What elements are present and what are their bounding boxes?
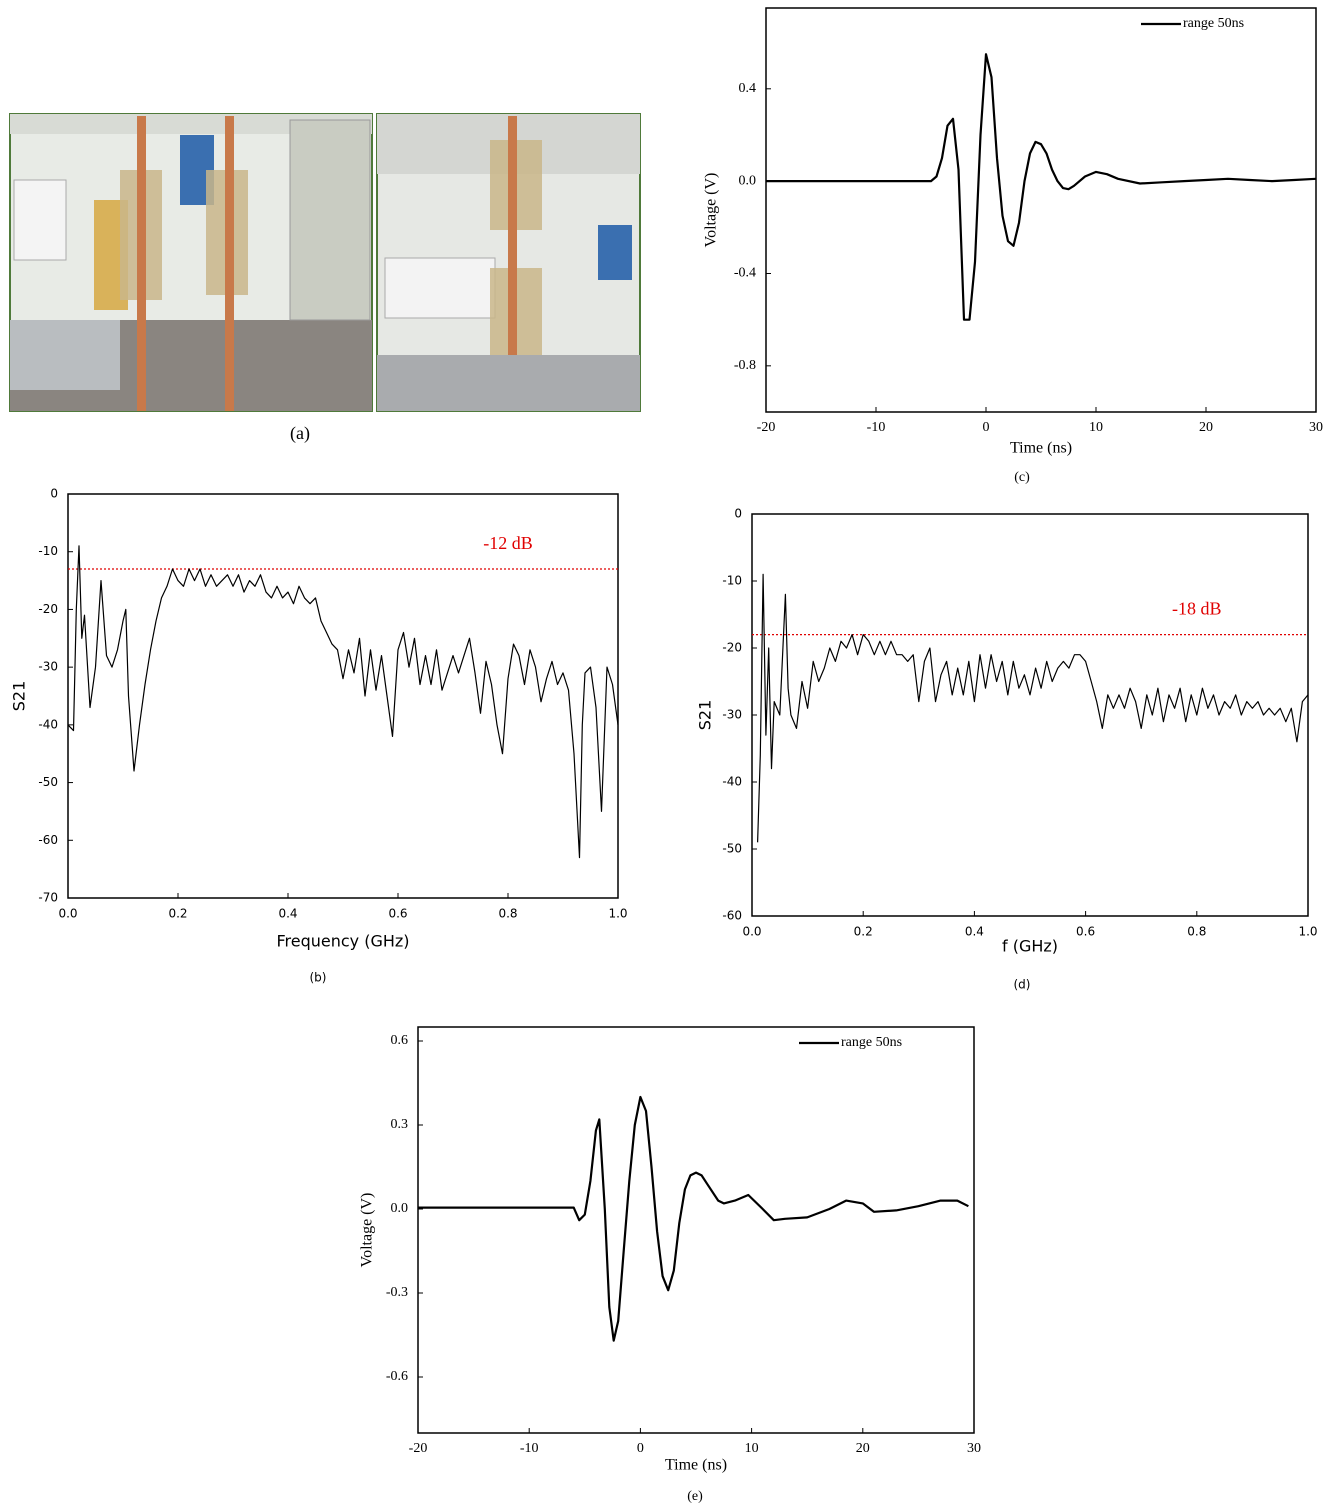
caption: (d) (1014, 978, 1031, 992)
x-tick-label: 0.6 (388, 907, 407, 921)
x-tick-label: -20 (757, 420, 776, 435)
figure: (a) 0.0 0.2 0.4 0.6 0.8 1.0 0 -10 -20 -30 -40 -50 -6… (0, 0, 1339, 1511)
y-tick-label: 0.4 (739, 81, 757, 96)
y-tick-label: -60 (38, 833, 58, 847)
chart: -20 -10 0 10 20 30 0.4 0.0 -0.4 -0.8 Time (ns) Volt… (703, 8, 1323, 485)
y-tick-label: -20 (38, 602, 58, 616)
x-tick-label: 0.0 (58, 907, 77, 921)
y-tick-label: -40 (722, 775, 742, 789)
caption: (e) (687, 1489, 703, 1504)
x-tick-label: 0.6 (1076, 925, 1095, 939)
x-tick-label: 0.0 (742, 925, 761, 939)
x-tick-label: 30 (967, 1441, 981, 1456)
data-line (766, 54, 1316, 320)
x-axis-label: f (GHz) (1002, 937, 1058, 956)
x-tick-label: 0 (983, 420, 990, 435)
chart: 0.0 0.2 0.4 0.6 0.8 1.0 0 -10 -20 -30 -40 -50 -60 f (… (696, 507, 1318, 992)
data-line (418, 1097, 968, 1341)
y-tick-label: -0.4 (734, 266, 756, 281)
photo: (a) (10, 114, 640, 444)
x-tick-label: 0.4 (278, 907, 297, 921)
x-axis-label: Time (ns) (1010, 440, 1072, 457)
y-tick-label: -10 (38, 544, 58, 558)
y-tick-label: -0.3 (386, 1285, 408, 1300)
chart: -20 -10 0 10 20 30 0.6 0.3 0.0 -0.3 -0.6 Time (ns) V… (359, 1027, 981, 1504)
x-tick-label: 10 (1089, 420, 1103, 435)
y-tick-label: 0.0 (739, 173, 757, 188)
data-line (68, 546, 618, 858)
plot-frame (418, 1027, 974, 1433)
plot-frame (68, 494, 618, 898)
y-tick-label: 0.6 (391, 1033, 409, 1048)
y-axis-label: Voltage (V) (359, 1193, 376, 1268)
y-tick-label: -20 (722, 641, 742, 655)
y-axis-label: S21 (10, 681, 29, 712)
plot-frame (766, 8, 1316, 412)
x-tick-label: 20 (1199, 420, 1213, 435)
x-tick-label: 0.4 (965, 925, 984, 939)
x-tick-label: 1.0 (608, 907, 627, 921)
caption: (b) (310, 971, 327, 985)
y-tick-label: -70 (38, 891, 58, 905)
y-tick-label: 0 (50, 487, 58, 501)
y-axis-label: Voltage (V) (703, 173, 720, 248)
y-tick-label: -0.8 (734, 358, 756, 373)
chart: 0.0 0.2 0.4 0.6 0.8 1.0 0 -10 -20 -30 -40 -50 -60 -70… (10, 487, 628, 985)
y-tick-label: 0.3 (391, 1117, 409, 1132)
y-axis-label: S21 (696, 700, 715, 731)
y-tick-label: 0 (734, 507, 742, 521)
x-tick-label: 0.8 (1187, 925, 1206, 939)
legend-label: range 50ns (841, 1035, 902, 1050)
x-tick-label: -10 (520, 1441, 539, 1456)
annotation: -12 dB (483, 533, 533, 553)
y-tick-label: -30 (722, 708, 742, 722)
x-tick-label: 10 (745, 1441, 759, 1456)
x-tick-label: 20 (856, 1441, 870, 1456)
y-tick-label: -10 (722, 574, 742, 588)
legend-label: range 50ns (1183, 16, 1244, 31)
annotation: -18 dB (1172, 599, 1222, 619)
y-tick-label: 0.0 (391, 1201, 409, 1216)
x-tick-label: 1.0 (1298, 925, 1317, 939)
x-tick-label: 0.2 (854, 925, 873, 939)
data-line (758, 574, 1308, 842)
x-tick-label: -20 (409, 1441, 428, 1456)
y-tick-label: -50 (722, 842, 742, 856)
x-tick-label: 0.2 (168, 907, 187, 921)
y-tick-label: -40 (38, 717, 58, 731)
plot-frame (752, 514, 1308, 916)
x-axis-label: Time (ns) (665, 1457, 727, 1474)
caption: (c) (1014, 470, 1030, 485)
y-tick-label: -50 (38, 775, 58, 789)
x-tick-label: 0.8 (498, 907, 517, 921)
x-axis-label: Frequency (GHz) (276, 932, 409, 951)
y-tick-label: -30 (38, 660, 58, 674)
x-tick-label: 0 (637, 1441, 644, 1456)
x-tick-label: 30 (1309, 420, 1323, 435)
caption: (a) (290, 423, 310, 444)
x-tick-label: -10 (867, 420, 886, 435)
y-tick-label: -60 (722, 909, 742, 923)
y-tick-label: -0.6 (386, 1369, 408, 1384)
